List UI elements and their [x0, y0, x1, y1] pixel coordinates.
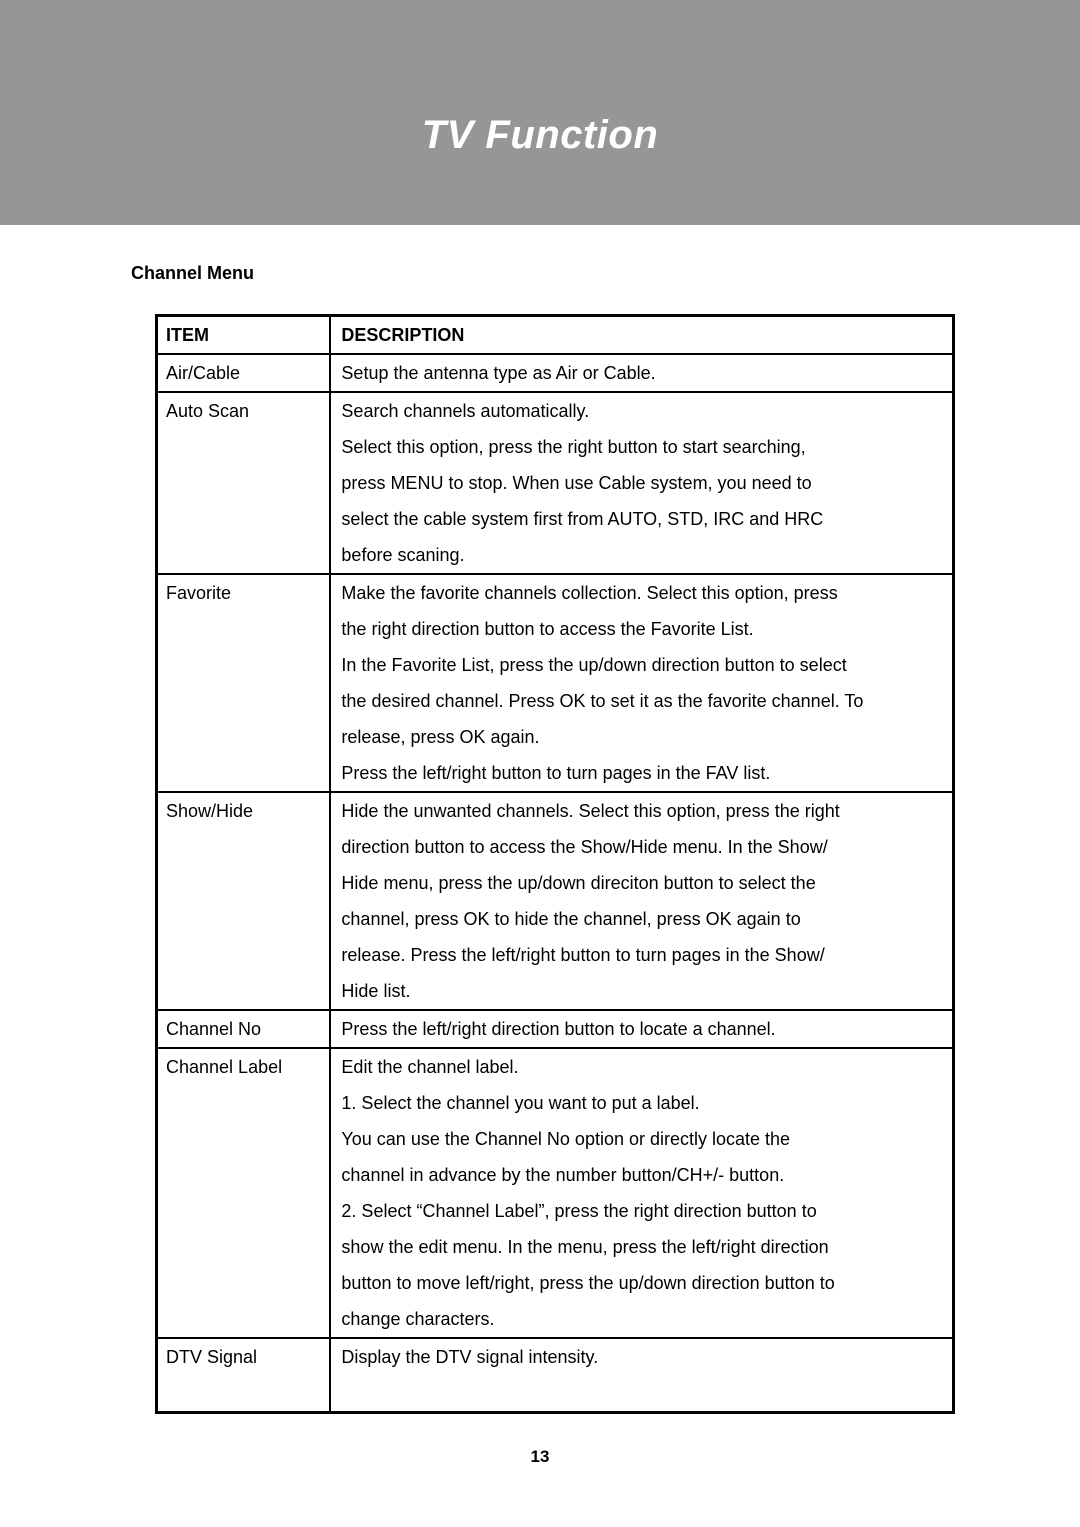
- page-title: TV Function: [0, 113, 1080, 158]
- description-cell: Display the DTV signal intensity.: [330, 1338, 953, 1413]
- description-cell: Press the left/right direction button to…: [330, 1010, 953, 1048]
- item-cell: Air/Cable: [157, 354, 331, 392]
- table-row: Air/CableSetup the antenna type as Air o…: [157, 354, 954, 392]
- table-row: Channel LabelEdit the channel label.1. S…: [157, 1048, 954, 1338]
- header-description: DESCRIPTION: [330, 316, 953, 355]
- table-row: Show/HideHide the unwanted channels. Sel…: [157, 792, 954, 1010]
- table-row: Channel NoPress the left/right direction…: [157, 1010, 954, 1048]
- channel-menu-table: ITEM DESCRIPTION Air/CableSetup the ante…: [155, 314, 955, 1414]
- table-row: Auto ScanSearch channels automatically.S…: [157, 392, 954, 574]
- header-item: ITEM: [157, 316, 331, 355]
- table-body: Air/CableSetup the antenna type as Air o…: [157, 354, 954, 1413]
- item-cell: Channel No: [157, 1010, 331, 1048]
- description-cell: Search channels automatically.Select thi…: [330, 392, 953, 574]
- page-number: 13: [0, 1447, 1080, 1467]
- item-cell: Auto Scan: [157, 392, 331, 574]
- item-cell: Favorite: [157, 574, 331, 792]
- content-area: Channel Menu ITEM DESCRIPTION Air/CableS…: [0, 225, 1080, 1414]
- description-cell: Edit the channel label.1. Select the cha…: [330, 1048, 953, 1338]
- section-heading: Channel Menu: [131, 263, 955, 284]
- description-cell: Setup the antenna type as Air or Cable.: [330, 354, 953, 392]
- description-cell: Make the favorite channels collection. S…: [330, 574, 953, 792]
- table-header-row: ITEM DESCRIPTION: [157, 316, 954, 355]
- item-cell: DTV Signal: [157, 1338, 331, 1413]
- item-cell: Show/Hide: [157, 792, 331, 1010]
- description-cell: Hide the unwanted channels. Select this …: [330, 792, 953, 1010]
- table-row: DTV SignalDisplay the DTV signal intensi…: [157, 1338, 954, 1413]
- item-cell: Channel Label: [157, 1048, 331, 1338]
- table-row: FavoriteMake the favorite channels colle…: [157, 574, 954, 792]
